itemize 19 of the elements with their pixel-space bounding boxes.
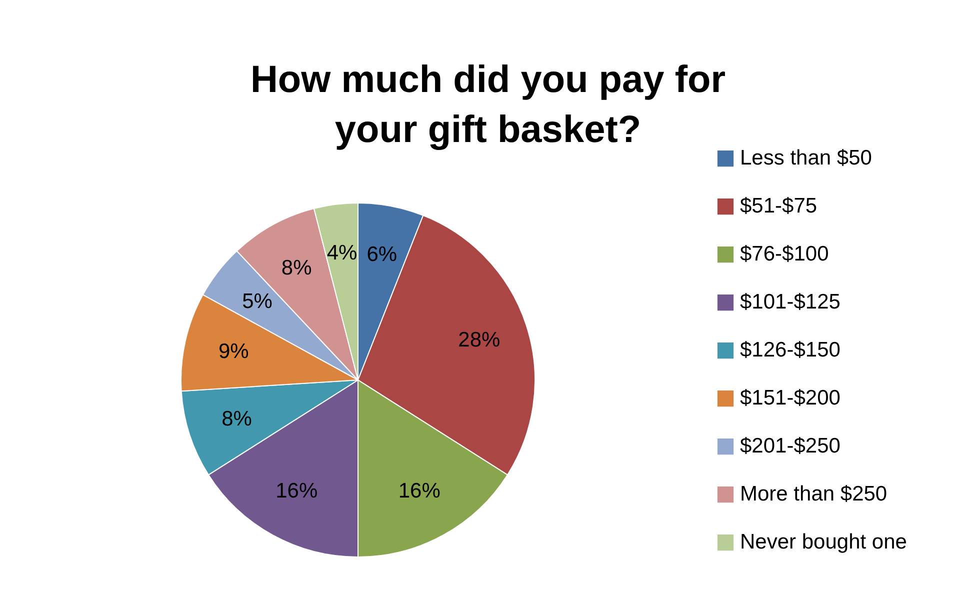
data-label: 6% bbox=[366, 242, 398, 266]
legend-label: $201-$250 bbox=[740, 434, 840, 458]
data-label: 28% bbox=[458, 328, 500, 352]
legend-label: $76-$100 bbox=[740, 242, 829, 266]
legend-label: More than $250 bbox=[740, 482, 888, 506]
legend-label: $151-$200 bbox=[740, 386, 840, 410]
data-label: 8% bbox=[281, 256, 312, 280]
legend-label: Less than $50 bbox=[740, 146, 872, 170]
legend-label: $126-$150 bbox=[740, 338, 840, 362]
legend-label: $101-$125 bbox=[740, 290, 840, 314]
legend-label: $51-$75 bbox=[740, 194, 818, 218]
data-label: 16% bbox=[398, 480, 440, 503]
legend-label: Never bought one bbox=[740, 530, 907, 554]
data-label: 5% bbox=[242, 290, 272, 313]
data-label: 16% bbox=[276, 480, 318, 503]
data-label: 8% bbox=[222, 407, 252, 430]
data-label: 9% bbox=[218, 340, 249, 364]
chart-title: How much did you pay for your gift basket? bbox=[250, 59, 726, 151]
data-label: 4% bbox=[326, 242, 358, 265]
